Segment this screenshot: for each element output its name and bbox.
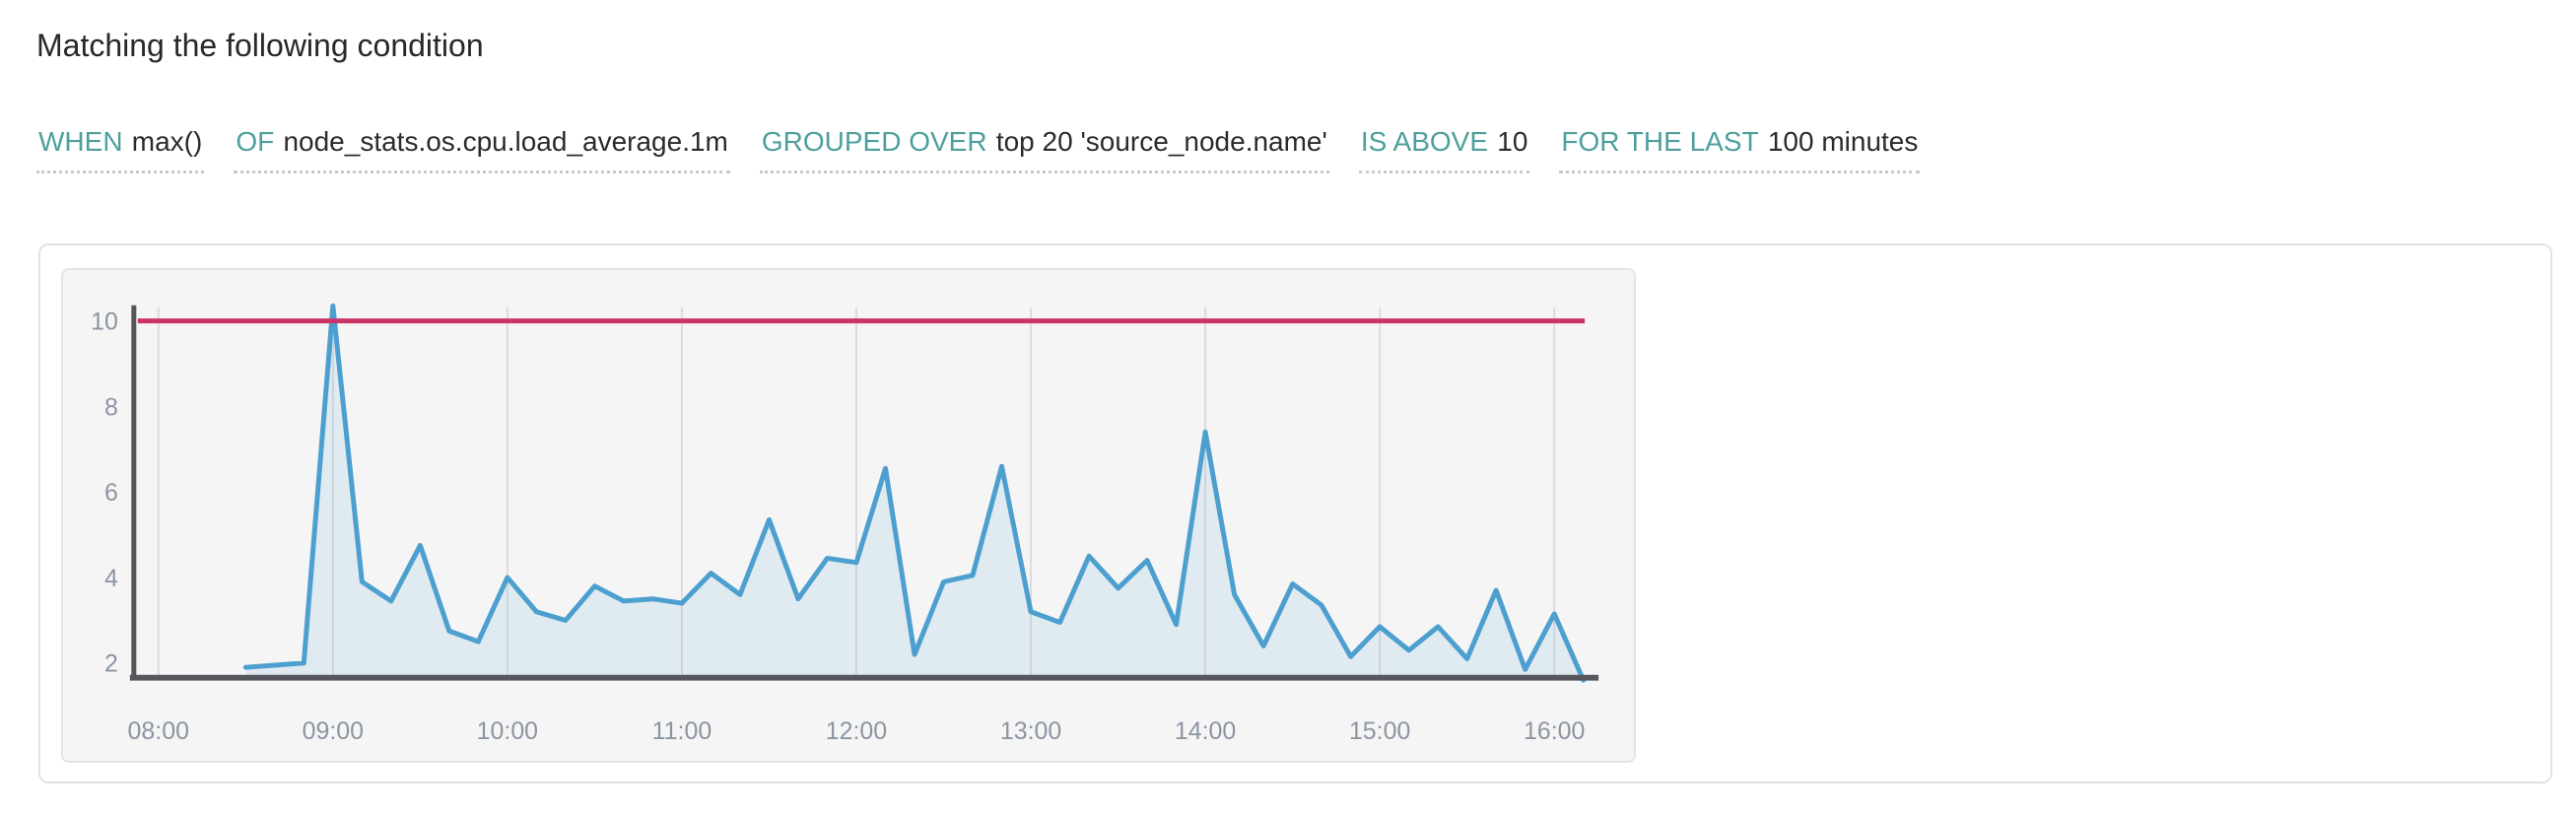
- x-tick-label-09:00: 09:00: [303, 717, 364, 745]
- x-tick-label-15:00: 15:00: [1349, 717, 1410, 745]
- expression-value: node_stats.os.cpu.load_average.1m: [283, 126, 728, 157]
- condition-section-title: Matching the following condition: [36, 28, 484, 63]
- expression-keyword: IS ABOVE: [1360, 126, 1489, 157]
- expression-segment-grouped-over[interactable]: GROUPED OVER top 20 'source_node.name': [759, 126, 1329, 174]
- expression-segment-is-above[interactable]: IS ABOVE 10: [1358, 126, 1530, 174]
- x-tick-label-10:00: 10:00: [477, 717, 538, 745]
- y-tick-label-4: 4: [104, 565, 118, 592]
- expression-value: top 20 'source_node.name': [995, 126, 1327, 157]
- y-tick-label-8: 8: [104, 393, 118, 421]
- x-tick-label-16:00: 16:00: [1524, 717, 1585, 745]
- x-tick-label-11:00: 11:00: [652, 717, 712, 745]
- threshold-preview-chart: 2 4 6 8 10 08:00 09:00 10:00 11:00 12:00 13:00 14:0…: [91, 303, 1599, 745]
- expression-value: 100 minutes: [1767, 126, 1919, 157]
- x-tick-label-14:00: 14:00: [1175, 717, 1236, 745]
- series-line: [242, 303, 1587, 683]
- expression-segment-when[interactable]: WHEN max(): [36, 126, 205, 174]
- expression-value: 10: [1497, 126, 1528, 157]
- condition-chart-card: 2 4 6 8 10 08:00 09:00 10:00 11:00 12:00 13:00 14:0…: [38, 243, 2552, 783]
- expression-value: max(): [131, 126, 203, 157]
- chart-panel: 2 4 6 8 10 08:00 09:00 10:00 11:00 12:00 13:00 14:0…: [61, 268, 1636, 763]
- x-tick-label-12:00: 12:00: [826, 717, 887, 745]
- expression-keyword: OF: [236, 126, 275, 157]
- expression-segment-of[interactable]: OF node_stats.os.cpu.load_average.1m: [234, 126, 730, 174]
- y-tick-label-10: 10: [91, 308, 118, 336]
- y-tick-label-2: 2: [104, 650, 118, 678]
- expression-keyword: FOR THE LAST: [1561, 126, 1759, 157]
- expression-segment-for-the-last[interactable]: FOR THE LAST 100 minutes: [1559, 126, 1921, 174]
- x-tick-label-08:00: 08:00: [128, 717, 189, 745]
- y-tick-label-6: 6: [104, 479, 118, 507]
- x-tick-label-13:00: 13:00: [1000, 717, 1061, 745]
- expression-keyword: GROUPED OVER: [761, 126, 987, 157]
- expression-keyword: WHEN: [38, 126, 123, 157]
- condition-expression: WHEN max() OF node_stats.os.cpu.load_averag…: [36, 126, 1921, 174]
